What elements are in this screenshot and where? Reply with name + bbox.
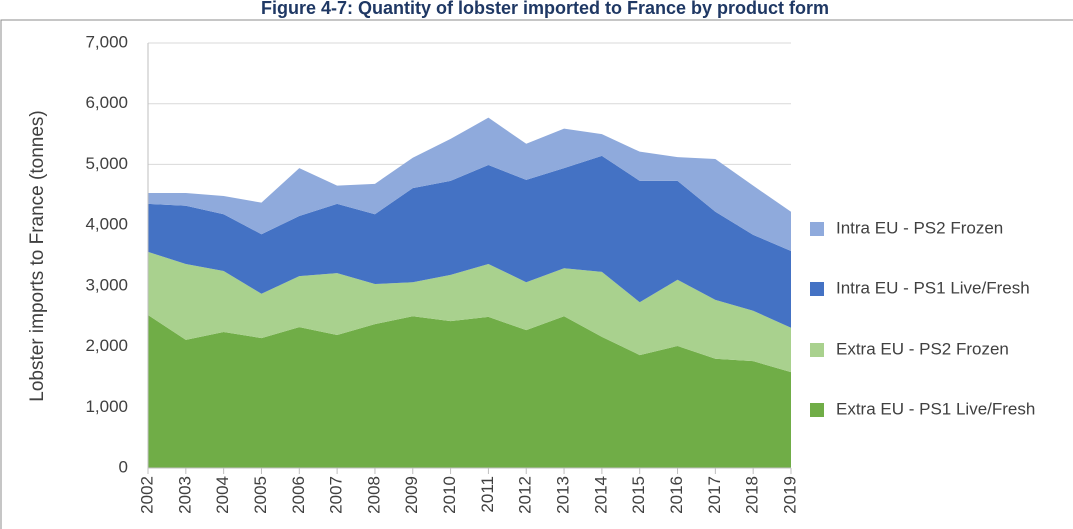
y-tick-label: 7,000 <box>85 32 128 51</box>
y-tick-label: 6,000 <box>85 93 128 112</box>
x-tick-label: 2009 <box>402 476 421 514</box>
area <box>148 251 791 373</box>
legend-swatch <box>810 282 824 296</box>
x-tick-label: 2008 <box>364 476 383 514</box>
x-tick-label: 2013 <box>554 476 573 514</box>
legend-label: Extra EU - PS2 Frozen <box>836 339 1009 358</box>
legend-label: Extra EU - PS1 Live/Fresh <box>836 399 1035 418</box>
legend-swatch <box>810 222 824 236</box>
x-tick-label: 2002 <box>137 476 156 514</box>
y-tick-label: 4,000 <box>85 215 128 234</box>
area <box>148 155 791 328</box>
y-axis-label: Lobster imports to France (tonnes) <box>27 110 48 401</box>
area <box>148 117 791 251</box>
x-tick-label: 2010 <box>440 476 459 514</box>
chart-title: Figure 4-7: Quantity of lobster imported… <box>261 0 829 18</box>
x-tick-label: 2006 <box>289 476 308 514</box>
x-tick-label: 2005 <box>251 476 270 514</box>
x-tick-label: 2018 <box>743 476 762 514</box>
x-tick-label: 2004 <box>213 476 232 514</box>
y-tick-label: 1,000 <box>85 397 128 416</box>
y-tick-label: 3,000 <box>85 275 128 294</box>
x-tick-label: 2003 <box>175 476 194 514</box>
y-tick-label: 0 <box>119 457 128 476</box>
x-tick-label: 2012 <box>516 476 535 514</box>
x-tick-label: 2019 <box>780 476 799 514</box>
y-tick-label: 2,000 <box>85 336 128 355</box>
x-tick-label: 2007 <box>327 476 346 514</box>
area <box>148 315 791 468</box>
legend-label: Intra EU - PS2 Frozen <box>836 218 1003 237</box>
legend-swatch <box>810 403 824 417</box>
y-tick-label: 5,000 <box>85 154 128 173</box>
legend-label: Intra EU - PS1 Live/Fresh <box>836 278 1030 297</box>
x-tick-label: 2017 <box>705 476 724 514</box>
x-tick-label: 2015 <box>629 476 648 514</box>
x-tick-label: 2016 <box>667 476 686 514</box>
x-tick-label: 2011 <box>478 476 497 513</box>
x-tick-label: 2014 <box>591 476 610 514</box>
legend-swatch <box>810 343 824 357</box>
